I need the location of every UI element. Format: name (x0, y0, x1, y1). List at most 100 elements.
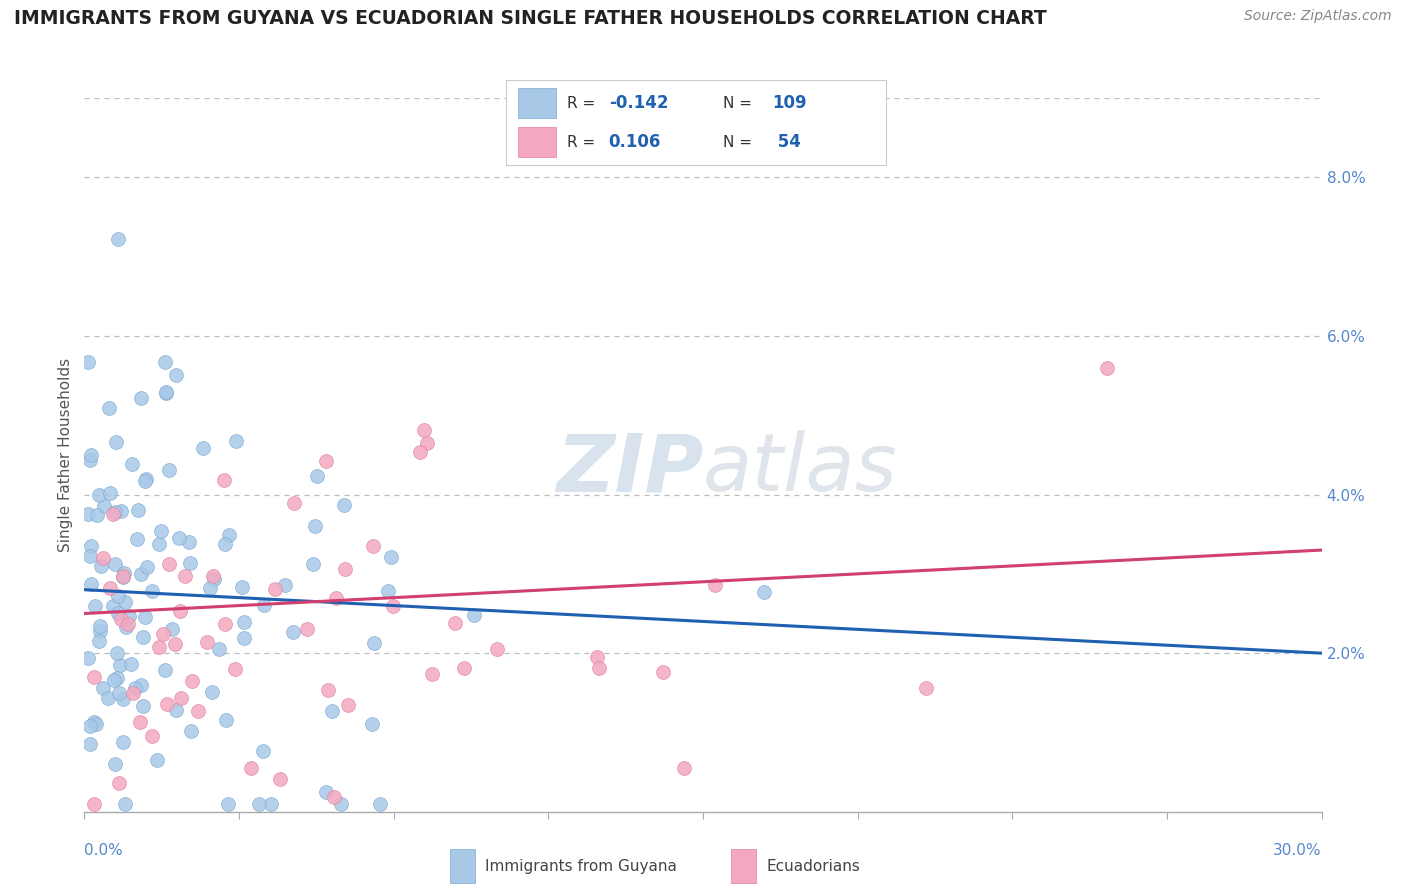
Point (121, 458, 143, 472)
Point (202, 572, 225, 586)
Text: -0.142: -0.142 (609, 95, 668, 112)
Point (201, 568, 224, 582)
Point (101, 599, 124, 614)
Point (129, 677, 152, 691)
Text: R =: R = (567, 95, 600, 111)
Point (325, 591, 347, 605)
Point (315, 453, 337, 467)
Point (754, 584, 776, 599)
Point (105, 671, 128, 685)
Point (195, 635, 218, 649)
Point (107, 606, 129, 620)
Point (135, 471, 157, 485)
Point (323, 789, 346, 804)
Point (652, 665, 675, 680)
Point (90, 558, 112, 573)
Point (215, 713, 238, 727)
Text: N =: N = (723, 135, 756, 150)
Point (380, 549, 402, 564)
Point (121, 686, 143, 700)
Point (301, 557, 323, 571)
Point (80, 577, 103, 591)
Point (167, 531, 190, 545)
Point (77, 650, 100, 665)
Point (93, 500, 115, 514)
Point (208, 642, 231, 657)
Text: Ecuadorians: Ecuadorians (766, 859, 860, 873)
Point (108, 686, 131, 700)
Point (97, 691, 120, 706)
Point (253, 598, 276, 612)
Point (179, 535, 201, 549)
Bar (517, 88, 555, 119)
Point (453, 660, 475, 674)
Point (111, 570, 134, 584)
Point (110, 503, 132, 517)
Point (165, 703, 187, 717)
Point (321, 704, 343, 718)
Point (128, 715, 150, 730)
Point (141, 729, 163, 743)
Point (156, 697, 179, 711)
Text: 0.106: 0.106 (609, 133, 661, 151)
Text: 54: 54 (772, 133, 801, 151)
Point (83, 797, 105, 811)
Point (79, 453, 101, 467)
Point (111, 692, 134, 706)
Point (377, 584, 399, 599)
Point (91, 550, 114, 565)
Point (214, 537, 236, 551)
Point (135, 559, 157, 574)
Point (83, 715, 105, 730)
Point (104, 557, 127, 571)
Point (83, 670, 105, 684)
Text: Source: ZipAtlas.com: Source: ZipAtlas.com (1244, 9, 1392, 23)
Point (89, 619, 111, 633)
Point (485, 641, 508, 656)
Point (114, 797, 136, 811)
Point (153, 355, 176, 369)
Point (129, 567, 152, 582)
Point (361, 717, 384, 731)
Point (295, 622, 318, 636)
Point (98, 401, 121, 415)
Point (79, 549, 101, 563)
Point (224, 662, 246, 676)
Y-axis label: Single Father Households: Single Father Households (58, 358, 73, 552)
Point (108, 776, 131, 790)
Text: R =: R = (567, 135, 605, 150)
Bar (517, 127, 555, 157)
Point (415, 435, 437, 450)
Point (120, 657, 142, 672)
Point (87, 488, 110, 502)
Point (157, 557, 180, 571)
Point (232, 615, 254, 629)
Point (115, 620, 138, 634)
Text: N =: N = (723, 95, 756, 111)
Point (155, 385, 177, 400)
Point (98, 581, 121, 595)
Point (114, 594, 136, 608)
Point (110, 612, 132, 626)
Point (316, 682, 339, 697)
Point (89, 624, 111, 638)
Point (148, 537, 170, 551)
Point (108, 658, 131, 673)
Point (443, 615, 465, 630)
Point (84, 599, 107, 613)
Point (420, 667, 443, 681)
Point (148, 640, 170, 654)
Point (103, 673, 125, 687)
Point (165, 368, 187, 383)
Point (124, 681, 146, 696)
Point (179, 557, 201, 571)
Point (101, 507, 124, 521)
Point (231, 580, 253, 594)
Point (79, 737, 101, 751)
Text: 30.0%: 30.0% (1274, 843, 1322, 858)
Point (337, 698, 360, 712)
Point (79, 719, 101, 733)
Point (233, 632, 256, 646)
Point (252, 744, 274, 758)
Point (382, 599, 405, 614)
